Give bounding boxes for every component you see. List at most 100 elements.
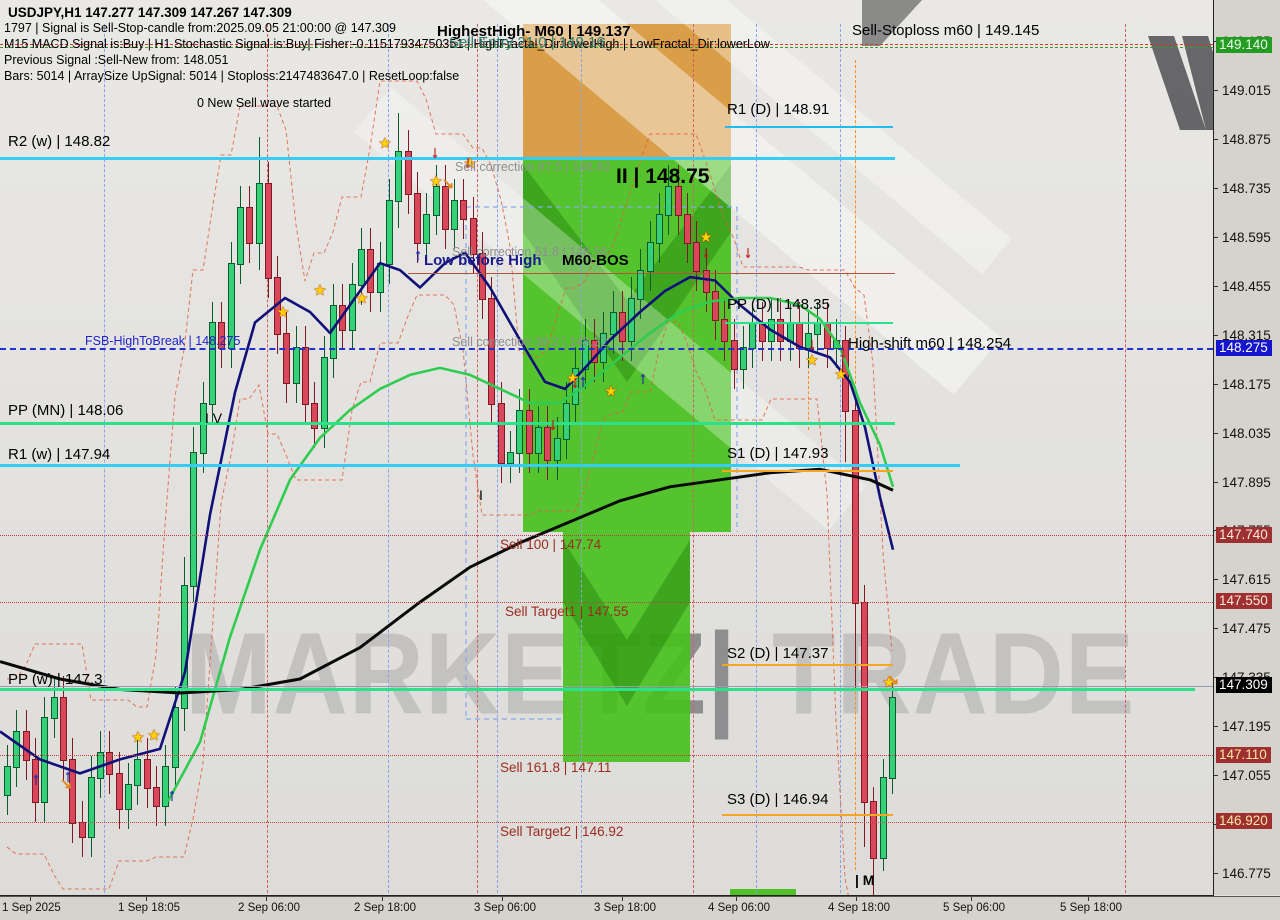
- candle-body: [553, 437, 561, 461]
- candle-body: [656, 214, 664, 245]
- wave-i-label: I: [479, 487, 483, 503]
- star-signal-icon: ★: [567, 370, 579, 386]
- watermark-text-1: MARKE: [185, 609, 572, 740]
- s1-daily-line: [722, 470, 893, 473]
- price-badge: 146.920: [1216, 813, 1272, 829]
- price-tick-mark: [1214, 482, 1218, 483]
- candle-body: [134, 759, 142, 786]
- session-separator: [581, 24, 582, 893]
- wave-count-label: II | 148.75: [616, 165, 710, 188]
- star-signal-icon: ★: [605, 383, 617, 399]
- demand-zone-lower: [563, 532, 690, 762]
- ma-fast-navy: [0, 251, 895, 775]
- fsb-hightobreak-line: [0, 347, 1213, 350]
- star-signal-icon: ★: [277, 304, 289, 320]
- star-signal-icon: ★: [356, 290, 368, 306]
- candle-body: [395, 151, 403, 203]
- candle-body: [544, 427, 552, 461]
- candle-body: [320, 357, 328, 430]
- price-tick-mark: [1214, 628, 1218, 629]
- demand-zone-upper: [523, 160, 731, 532]
- star-signal-icon: ★: [806, 352, 818, 368]
- price-tick-mark: [1214, 384, 1218, 385]
- pp-weekly-line: [0, 688, 1195, 691]
- time-tick-label: 3 Sep 18:00: [594, 902, 657, 914]
- time-tick-label: 2 Sep 06:00: [238, 902, 301, 914]
- candle-body: [199, 402, 207, 454]
- sell-100-label: Sell 100 | 147.74: [500, 537, 602, 552]
- pp-daily-label: PP (D) | 148.35: [727, 296, 830, 313]
- star-signal-icon: ★: [132, 729, 144, 745]
- sell-arrow-icon: ↓: [430, 142, 440, 162]
- candle-body: [889, 696, 897, 779]
- sell-arrow-icon: ↓: [463, 152, 473, 172]
- day-separator: [267, 24, 268, 893]
- star-signal-icon: ★: [883, 674, 895, 690]
- sell-arrow-icon: ↓: [838, 342, 848, 362]
- candle-body: [181, 584, 188, 709]
- price-tick-label: 148.595: [1222, 230, 1271, 245]
- candle-body: [497, 402, 505, 465]
- candle-body: [302, 346, 310, 405]
- candle-body: [730, 339, 738, 370]
- candle-body: [31, 759, 39, 804]
- star-signal-icon: ★: [379, 135, 391, 151]
- candle-body: [246, 207, 254, 245]
- candle-body: [851, 409, 859, 605]
- candle-body: [255, 182, 263, 245]
- sell-100-line: [0, 535, 1213, 537]
- buy-arrow-icon: ↑: [31, 769, 41, 789]
- candle-body: [460, 200, 468, 220]
- price-tick-mark: [1214, 335, 1218, 336]
- sell-correction-875-label: Sell correction 87.5 | 148.82: [455, 160, 611, 174]
- candle-body: [264, 182, 272, 280]
- candle-body: [115, 773, 123, 811]
- session-separator: [388, 24, 389, 893]
- price-axis[interactable]: 149.155149.015148.875148.735148.595148.4…: [1214, 0, 1280, 895]
- session-separator: [104, 24, 105, 893]
- price-tick-label: 147.475: [1222, 621, 1271, 636]
- candle-body: [283, 332, 291, 384]
- candle-body: [525, 409, 533, 454]
- candle-body: [879, 776, 887, 860]
- time-tick-label: 5 Sep 18:00: [1060, 902, 1123, 914]
- candle-body: [674, 186, 682, 217]
- price-tick-mark: [1214, 90, 1218, 91]
- star-signal-icon: ★: [314, 282, 326, 298]
- candle-body: [208, 322, 216, 405]
- star-signal-icon: ★: [700, 229, 712, 245]
- candle-body: [87, 776, 95, 839]
- time-tick-mark: [266, 897, 267, 901]
- price-badge: 147.110: [1216, 747, 1271, 763]
- time-tick-mark: [502, 897, 503, 901]
- candle-body: [59, 696, 67, 762]
- candle-body: [190, 451, 198, 587]
- bars-line: Bars: 5014 | ArraySize UpSignal: 5014 | …: [4, 69, 460, 83]
- time-tick-label: 5 Sep 06:00: [943, 902, 1006, 914]
- r1-daily-label: R1 (D) | 148.91: [727, 101, 830, 118]
- price-tick-mark: [1214, 139, 1218, 140]
- session-separator: [756, 24, 757, 893]
- sell-arrow-icon: ↓: [570, 372, 580, 392]
- candle-body: [469, 217, 477, 255]
- chart-canvas[interactable]: MARKETZ|TRADE ★★★★★★★★★★★★★★↓↓↓↓↓↓↓↓↑↑↑↑…: [0, 0, 1214, 896]
- time-tick-label: 4 Sep 18:00: [828, 902, 891, 914]
- exit-arrow-icon: ↘: [886, 671, 900, 689]
- fsb-hightobreak-label: FSB-HighToBreak | 148.275: [85, 334, 241, 348]
- time-axis[interactable]: 1 Sep 2025 1 Sep 18:05 2 Sep 06:00 2 Sep 18…: [0, 896, 1280, 920]
- macd-line: M15 MACD Signal is:Buy | H1 Stochastic S…: [4, 37, 770, 51]
- time-tick-mark: [622, 897, 623, 901]
- candle-body: [358, 249, 365, 287]
- price-tick-mark: [1214, 775, 1218, 776]
- sell-stoploss-line: [0, 44, 1213, 46]
- r1-daily-line: [725, 125, 893, 128]
- price-tick-mark: [1214, 579, 1218, 580]
- r1-weekly-line: [0, 464, 960, 468]
- candle-body: [143, 759, 151, 790]
- exit-arrow-icon: ↘: [59, 775, 73, 793]
- candle-body: [432, 186, 440, 217]
- candle-body: [861, 602, 869, 804]
- exit-arrow-icon: ↘: [441, 175, 455, 193]
- wave-m-label: | M: [855, 872, 875, 888]
- buy-arrow-icon: ↑: [638, 368, 648, 388]
